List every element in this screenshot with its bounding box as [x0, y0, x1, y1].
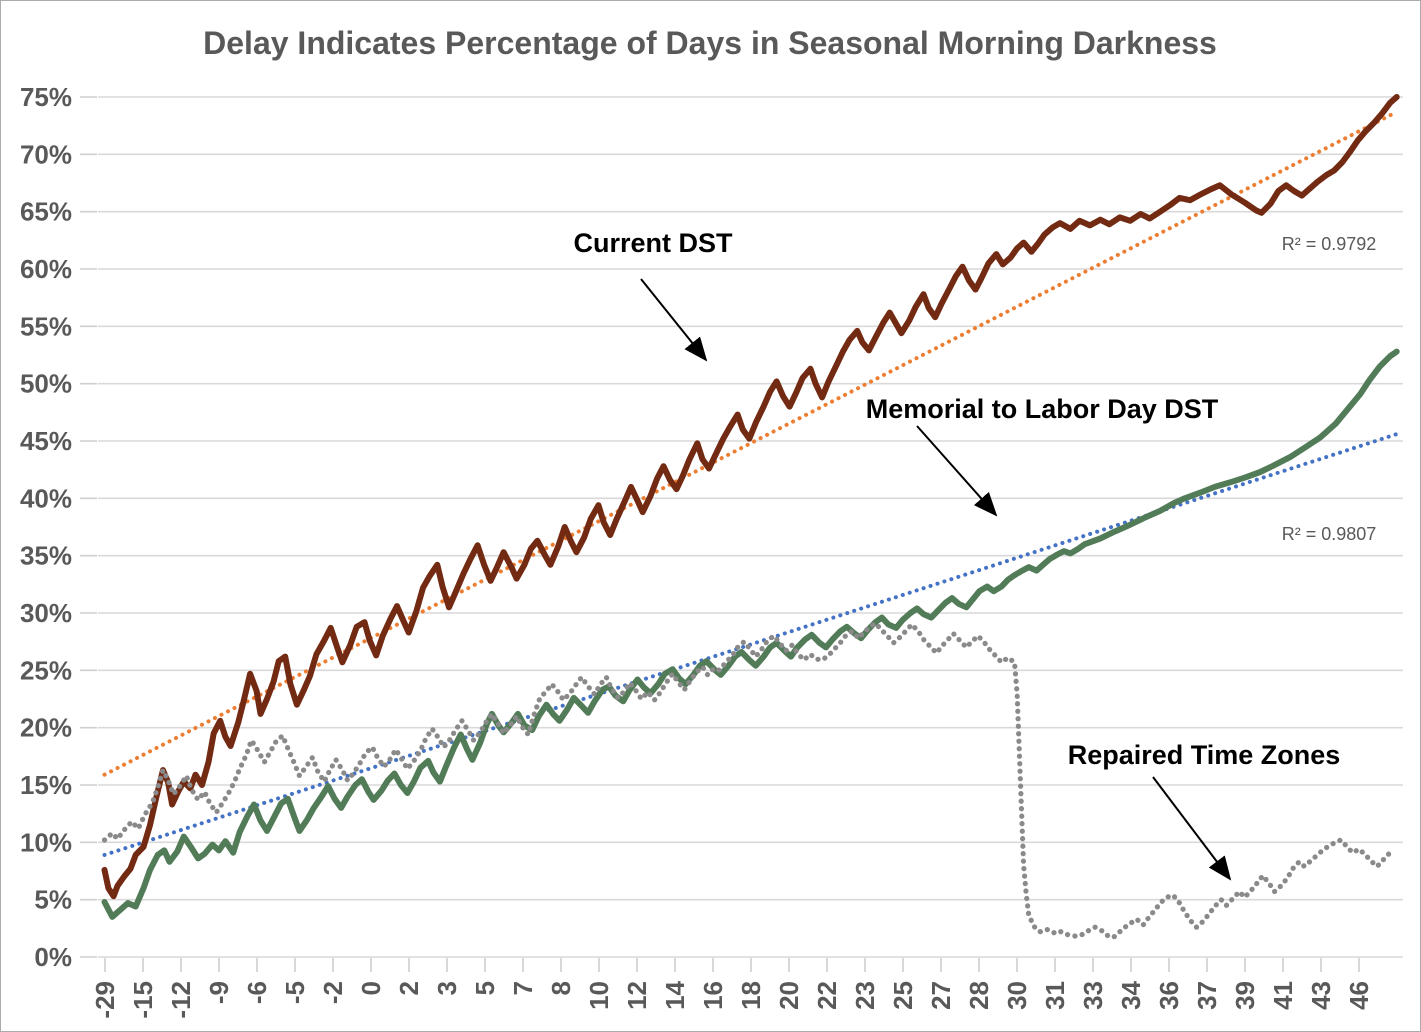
- y-tick-label: 60%: [20, 254, 72, 284]
- x-tick-label: 27: [926, 981, 956, 1010]
- y-tick-label: 65%: [20, 197, 72, 227]
- x-tick-label: 43: [1306, 981, 1336, 1010]
- x-tick-label: 33: [1078, 981, 1108, 1010]
- series-current-dst: [101, 94, 1400, 900]
- x-tick-label: 41: [1268, 981, 1298, 1010]
- series-lines: [101, 94, 1400, 941]
- x-axis-labels: -29 -15 -12 -9 -6 -5 -2 0 2 3 5 7 8 10 12 14 16 18 20 22 23 2…: [90, 980, 1374, 1018]
- trendlines: [102, 109, 1399, 857]
- x-tick-label: 37: [1192, 981, 1222, 1010]
- gridlines: [98, 96, 1403, 958]
- annotation-memorial-dst: Memorial to Labor Day DST: [866, 394, 1219, 424]
- x-tick-label: -9: [204, 981, 234, 1004]
- x-tick-label: 5: [470, 981, 500, 995]
- r2-label-memorial-dst: R² = 0.9807: [1282, 524, 1377, 544]
- x-tick-label: 18: [736, 981, 766, 1010]
- x-tick-label: -5: [280, 981, 310, 1004]
- y-tick-label: 50%: [20, 369, 72, 399]
- trendline-memorial-dst: [102, 432, 1399, 857]
- y-tick-label: 75%: [20, 82, 72, 112]
- x-tick-label: -6: [242, 981, 272, 1004]
- annotation-current-dst: Current DST: [573, 228, 733, 258]
- annotation-arrow-memorial-dst: [916, 425, 998, 517]
- y-tick-label: 5%: [34, 885, 72, 915]
- chart-title: Delay Indicates Percentage of Days in Se…: [203, 25, 1217, 61]
- x-tick-label: 31: [1040, 981, 1070, 1010]
- annotation-arrow-current-dst: [640, 278, 708, 362]
- x-tick-label: 16: [698, 981, 728, 1010]
- y-tick-label: 70%: [20, 139, 72, 169]
- x-tick-label: 46: [1344, 981, 1374, 1010]
- y-axis-labels: 0% 5% 10% 15% 20% 25% 30% 35% 40% 45% 50% 55% 60% 65%…: [20, 82, 72, 972]
- y-tick-label: 35%: [20, 541, 72, 571]
- x-tick-label: 34: [1116, 980, 1146, 1009]
- r2-label-current-dst: R² = 0.9792: [1282, 234, 1377, 254]
- y-axis-tick-marks: [80, 96, 97, 958]
- x-tick-label: 14: [660, 980, 690, 1009]
- x-tick-label: 39: [1230, 981, 1260, 1010]
- y-tick-label: 30%: [20, 598, 72, 628]
- x-axis-tick-marks: [104, 958, 1360, 972]
- x-tick-label: 10: [584, 981, 614, 1010]
- x-tick-label: 3: [432, 981, 462, 995]
- series-repaired-time-zones: [101, 620, 1398, 941]
- x-tick-label: 30: [1002, 981, 1032, 1010]
- x-tick-label: 12: [622, 981, 652, 1010]
- x-tick-label: 36: [1154, 981, 1184, 1010]
- y-tick-label: 15%: [20, 770, 72, 800]
- x-tick-label: 20: [774, 981, 804, 1010]
- x-tick-label: 2: [394, 981, 424, 995]
- y-tick-label: 10%: [20, 827, 72, 857]
- x-tick-label: -15: [128, 981, 158, 1019]
- x-tick-label: 23: [850, 981, 880, 1010]
- x-tick-label: 25: [888, 981, 918, 1010]
- y-tick-label: 45%: [20, 426, 72, 456]
- y-tick-label: 40%: [20, 483, 72, 513]
- y-tick-label: 20%: [20, 713, 72, 743]
- trendline-current-dst: [102, 109, 1399, 777]
- x-tick-label: 8: [546, 981, 576, 995]
- x-tick-label: -2: [318, 981, 348, 1004]
- x-tick-label: 0: [356, 981, 386, 995]
- annotation-repaired-time-zones: Repaired Time Zones: [1068, 740, 1341, 770]
- x-tick-label: -29: [90, 981, 120, 1019]
- x-tick-label: 22: [812, 981, 842, 1010]
- y-tick-label: 0%: [34, 942, 72, 972]
- y-tick-label: 25%: [20, 655, 72, 685]
- annotation-arrow-repaired-time-zones: [1152, 776, 1232, 881]
- y-tick-label: 55%: [20, 311, 72, 341]
- x-tick-label: 7: [508, 981, 538, 995]
- x-tick-label: -12: [166, 981, 196, 1019]
- series-memorial-to-labor-day-dst: [101, 348, 1400, 920]
- x-tick-label: 28: [964, 981, 994, 1010]
